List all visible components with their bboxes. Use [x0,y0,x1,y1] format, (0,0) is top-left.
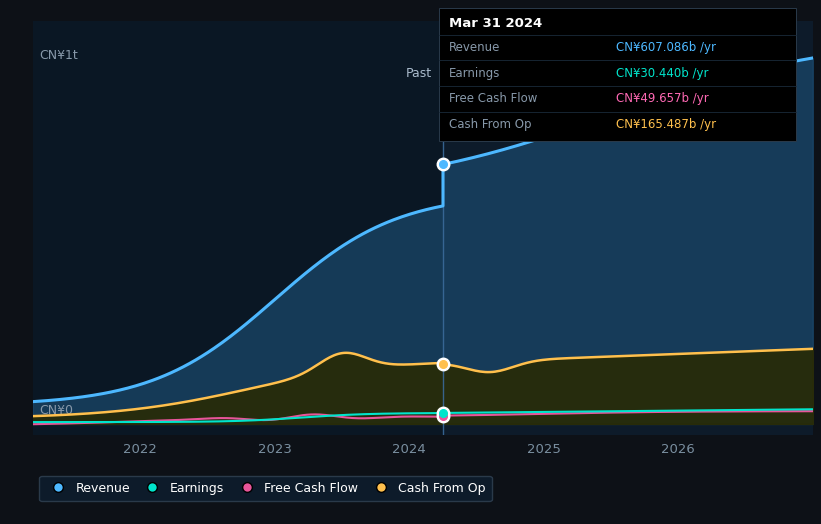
Text: CN¥0: CN¥0 [39,405,74,417]
Text: Analysts Forecasts: Analysts Forecasts [454,67,570,80]
Text: Past: Past [406,67,432,80]
Text: Mar 31 2024: Mar 31 2024 [449,17,543,30]
Bar [33,21,443,435]
Text: CN¥1t: CN¥1t [39,49,78,62]
Text: Revenue: Revenue [449,41,501,54]
Text: CN¥49.657b /yr: CN¥49.657b /yr [616,92,709,105]
Text: Earnings: Earnings [449,67,501,80]
Text: Cash From Op: Cash From Op [449,118,531,131]
Legend: Revenue, Earnings, Free Cash Flow, Cash From Op: Revenue, Earnings, Free Cash Flow, Cash … [39,476,492,501]
Text: CN¥30.440b /yr: CN¥30.440b /yr [616,67,709,80]
Text: CN¥607.086b /yr: CN¥607.086b /yr [616,41,716,54]
Text: Free Cash Flow: Free Cash Flow [449,92,538,105]
Text: CN¥165.487b /yr: CN¥165.487b /yr [616,118,716,131]
